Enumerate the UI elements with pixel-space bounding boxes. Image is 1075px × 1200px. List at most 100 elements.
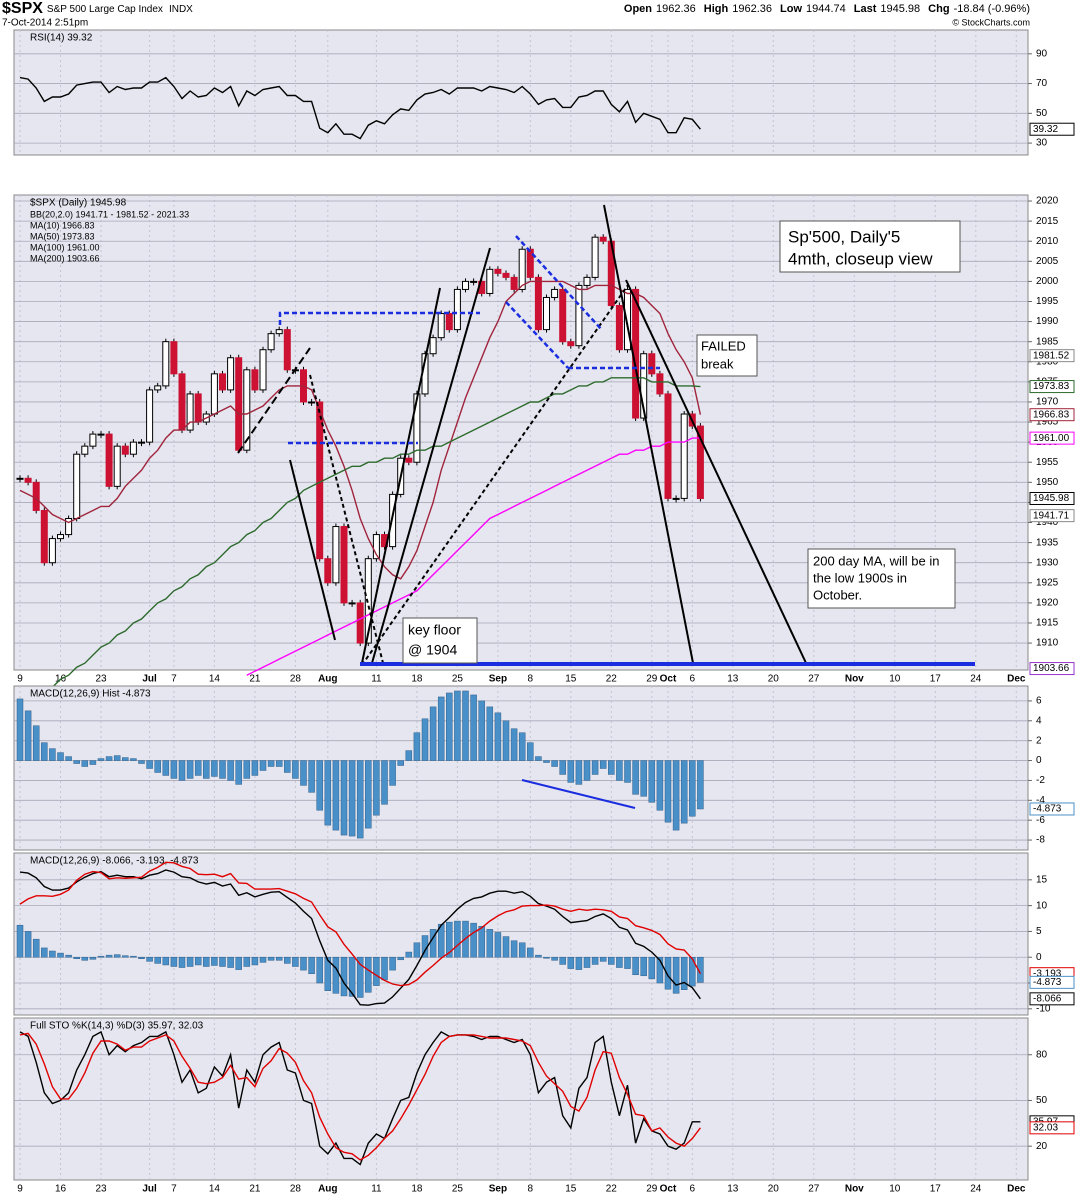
- histogram-bar: [146, 956, 153, 962]
- x-tick-label: 14: [209, 674, 221, 685]
- candle: [332, 526, 340, 584]
- candle: [599, 236, 607, 242]
- candle: [105, 433, 113, 487]
- exchange: INDX: [169, 4, 193, 15]
- histogram-bar: [49, 950, 56, 958]
- x-tick-label: 13: [727, 674, 739, 685]
- histogram-bar: [486, 706, 494, 761]
- candle: [543, 296, 550, 331]
- histogram-bar: [405, 750, 413, 761]
- quote: Open 1962.36 High 1962.36 Low 1944.74 Last 1945…: [624, 3, 1030, 15]
- histogram-bar: [429, 706, 437, 761]
- y-tick-label: -6: [1036, 815, 1045, 826]
- candle: [324, 558, 332, 584]
- histogram-bar: [446, 692, 453, 761]
- histogram-bar: [170, 760, 178, 779]
- x-tick-label: 23: [95, 1184, 107, 1195]
- histogram-bar: [65, 954, 72, 958]
- histogram-bar: [146, 760, 153, 769]
- histogram-bar: [308, 956, 315, 974]
- x-tick-label: 17: [930, 674, 942, 685]
- histogram-bar: [73, 956, 80, 960]
- x-tick-label: 20: [768, 1184, 780, 1195]
- histogram-bar: [551, 760, 558, 767]
- candle: [648, 353, 656, 375]
- trend-line: [361, 287, 441, 664]
- trend-line: [603, 204, 694, 664]
- x-tick-label: 8: [528, 1184, 534, 1195]
- histogram-bar: [340, 956, 348, 997]
- series-line: [19, 869, 701, 1006]
- x-tick-label: 27: [808, 674, 820, 685]
- candle: [251, 369, 259, 391]
- histogram-bar: [308, 760, 315, 793]
- histogram-bar: [16, 698, 24, 761]
- histogram-bar: [437, 696, 445, 761]
- histogram-bar: [575, 956, 583, 970]
- histogram-bar: [697, 760, 704, 810]
- quote-label: Low: [780, 3, 802, 15]
- value-flag: [1029, 491, 1075, 505]
- histogram-bar: [599, 760, 607, 769]
- candle: [235, 357, 243, 451]
- candle: [583, 276, 591, 286]
- y-tick-label: 50: [1036, 108, 1048, 119]
- histogram-bar: [235, 956, 242, 970]
- histogram-bar: [494, 712, 502, 761]
- histogram-bar: [89, 956, 97, 960]
- candle: [40, 509, 48, 564]
- y-tick-label: 1930: [1036, 557, 1059, 568]
- histogram-bar: [462, 690, 469, 761]
- histogram-bar: [81, 760, 89, 767]
- candle: [437, 313, 445, 339]
- y-tick-label: 20: [1036, 1141, 1048, 1152]
- candle: [502, 272, 510, 278]
- quote-label: Last: [854, 3, 877, 15]
- x-tick-label: 11: [371, 1184, 382, 1195]
- note: @ 1904: [408, 642, 457, 658]
- candle: [162, 341, 170, 387]
- histogram-bar: [16, 924, 24, 958]
- y-tick-label: 30: [1036, 138, 1048, 149]
- histogram-bar: [105, 954, 113, 958]
- candle: [672, 497, 680, 500]
- note: 4mth, closeup view: [788, 249, 933, 268]
- x-tick-label: 28: [290, 674, 302, 685]
- note: October.: [813, 587, 862, 602]
- histogram-bar: [97, 758, 105, 761]
- candle: [364, 558, 372, 644]
- note: the low 1900s in: [813, 570, 907, 585]
- histogram-bar: [178, 760, 186, 781]
- y-tick-label: -10: [1036, 1003, 1051, 1014]
- x-tick-label: 25: [452, 1184, 464, 1195]
- histogram-bar: [57, 952, 64, 958]
- candle: [470, 280, 478, 283]
- value-flag-label: 1966.83: [1033, 409, 1070, 420]
- histogram-bar: [49, 748, 56, 761]
- histogram-bar: [697, 956, 704, 983]
- y-tick-label: 1950: [1036, 477, 1059, 488]
- x-tick-label: 17: [930, 1184, 942, 1195]
- symbol: $SPX: [2, 0, 43, 17]
- value-flag: [1029, 975, 1075, 989]
- histogram-bar: [316, 956, 323, 984]
- candle: [32, 481, 40, 511]
- histogram-bar: [251, 760, 259, 776]
- note: key floor: [408, 622, 461, 638]
- x-tick-label: 15: [565, 674, 577, 685]
- histogram-bar: [656, 760, 664, 811]
- candle: [259, 349, 267, 391]
- candle: [308, 401, 316, 404]
- histogram-bar: [186, 956, 194, 967]
- value-flag-label: 1903.66: [1033, 663, 1070, 674]
- histogram-bar: [138, 956, 145, 960]
- candle: [48, 538, 56, 564]
- candle: [267, 333, 275, 351]
- value-flag-label: -4.873: [1033, 804, 1062, 815]
- x-tick-label: 24: [970, 1184, 982, 1195]
- x-tick-label: 9: [17, 1184, 23, 1195]
- histogram-bar: [203, 956, 210, 967]
- x-tick-label: 22: [606, 674, 618, 685]
- annotations: Sp'500, Daily'5 4mth, closeup view FAILE…: [237, 204, 975, 809]
